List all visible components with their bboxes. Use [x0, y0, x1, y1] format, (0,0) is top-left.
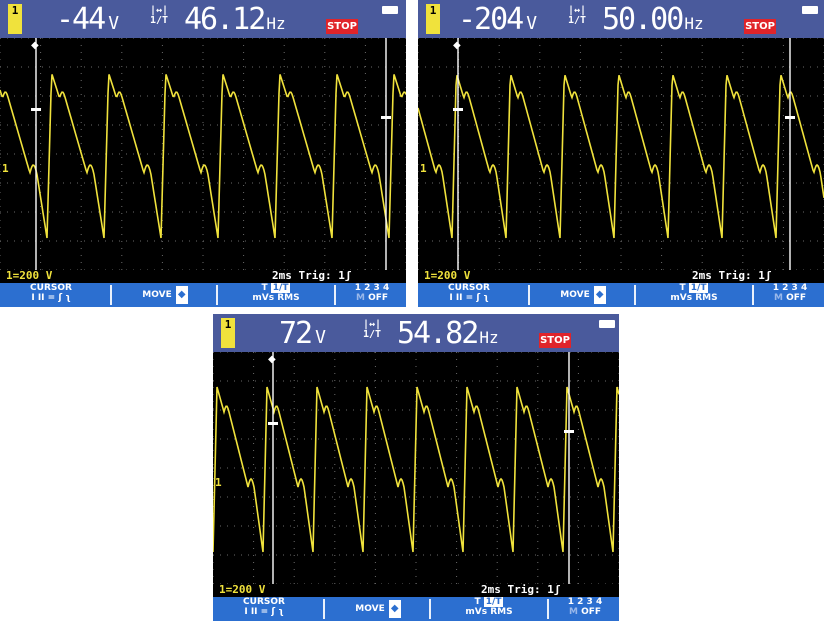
- waveform-trace: [418, 74, 824, 239]
- battery-icon: [599, 320, 615, 328]
- cursor-handle-icon[interactable]: ◆: [268, 354, 276, 365]
- cursor-marker: [268, 422, 278, 425]
- measure-menu-button[interactable]: T 1/T mVs RMS: [670, 283, 718, 303]
- cursor-handle-icon[interactable]: ◆: [453, 40, 461, 51]
- move-menu-button[interactable]: MOVE ◆: [118, 283, 212, 307]
- move-cursor-icon: ◆: [388, 599, 401, 618]
- frequency-readout: 50.00 Hz: [602, 2, 704, 37]
- move-menu-button[interactable]: MOVE ◆: [536, 283, 630, 307]
- waveform-display: ◆1: [213, 352, 619, 584]
- channel-ground-marker: 1: [420, 162, 427, 175]
- channel-ground-marker: 1: [2, 162, 9, 175]
- stop-badge: STOP: [744, 19, 776, 34]
- waveform-display: ◆1: [0, 38, 406, 270]
- menu-divider: [216, 285, 218, 305]
- menu-divider: [547, 599, 549, 619]
- period-icon: |↔| 1/T: [363, 319, 382, 340]
- period-icon: |↔| 1/T: [568, 5, 587, 26]
- cursor-marker: [785, 116, 795, 119]
- menu-divider: [634, 285, 636, 305]
- menu-divider: [429, 599, 431, 619]
- move-cursor-icon: ◆: [593, 285, 606, 304]
- status-bar: 1 -44 V |↔| 1/T 46.12 Hz STOP: [0, 0, 406, 38]
- status-bar: 1 -204 V |↔| 1/T 50.00 Hz STOP: [418, 0, 824, 38]
- battery-icon: [802, 6, 818, 14]
- function-menu-bar: CURSOR I II = ʃ ʅ MOVE ◆ T 1/T mVs RMS 1 2 …: [213, 597, 619, 621]
- move-menu-button[interactable]: MOVE ◆: [331, 597, 425, 621]
- waveform-trace: [0, 74, 406, 239]
- stop-badge: STOP: [539, 333, 571, 348]
- waveform-display: ◆1: [418, 38, 824, 270]
- cursor-marker: [381, 116, 391, 119]
- volt-scale-label: 1=200 V: [424, 269, 471, 282]
- function-menu-bar: CURSOR I II = ʃ ʅ MOVE ◆ T 1/T mVs RMS 1 2 …: [418, 283, 824, 307]
- time-trigger-label: 2ms Trig: 1ʃ: [481, 583, 561, 596]
- menu-divider: [528, 285, 530, 305]
- scope-screen-3: 1 72 V |↔| 1/T 54.82 Hz STOP ◆ 1 1=200 V 2ms…: [213, 314, 619, 621]
- cursor-menu-button[interactable]: CURSOR I II = ʃ ʅ: [30, 283, 72, 303]
- cursor-handle-icon[interactable]: ◆: [31, 40, 39, 51]
- volt-scale-label: 1=200 V: [6, 269, 53, 282]
- menu-divider: [334, 285, 336, 305]
- stop-badge: STOP: [326, 19, 358, 34]
- menu-divider: [110, 285, 112, 305]
- menu-divider: [323, 599, 325, 619]
- battery-icon: [382, 6, 398, 14]
- voltage-readout: -44 V: [56, 2, 120, 37]
- frequency-readout: 54.82 Hz: [397, 316, 499, 351]
- measure-menu-button[interactable]: T 1/T mVs RMS: [465, 597, 513, 617]
- volt-scale-label: 1=200 V: [219, 583, 266, 596]
- voltage-readout: -204 V: [458, 2, 538, 37]
- cursor-marker: [564, 430, 574, 433]
- cursor-marker: [31, 108, 41, 111]
- time-trigger-label: 2ms Trig: 1ʃ: [692, 269, 772, 282]
- move-cursor-icon: ◆: [175, 285, 188, 304]
- waveform-trace: [213, 386, 619, 553]
- channel-badge: 1: [8, 4, 22, 34]
- cursor-menu-button[interactable]: CURSOR I II = ʃ ʅ: [243, 597, 285, 617]
- menu-divider: [752, 285, 754, 305]
- channel-badge: 1: [426, 4, 440, 34]
- period-icon: |↔| 1/T: [150, 5, 169, 26]
- time-trigger-label: 2ms Trig: 1ʃ: [272, 269, 352, 282]
- scope-screen-1: 1 -44 V |↔| 1/T 46.12 Hz STOP ◆ 1 1=200 V 2m…: [0, 0, 406, 307]
- function-menu-bar: CURSOR I II = ʃ ʅ MOVE ◆ T 1/T mVs RMS 1 2 …: [0, 283, 406, 307]
- channel-ground-marker: 1: [215, 476, 222, 489]
- status-bar: 1 72 V |↔| 1/T 54.82 Hz STOP: [213, 314, 619, 352]
- cursor-marker: [453, 108, 463, 111]
- channel-badge: 1: [221, 318, 235, 348]
- cursor-menu-button[interactable]: CURSOR I II = ʃ ʅ: [448, 283, 490, 303]
- frequency-readout: 46.12 Hz: [184, 2, 286, 37]
- voltage-readout: 72 V: [279, 316, 326, 351]
- scope-screen-2: 1 -204 V |↔| 1/T 50.00 Hz STOP ◆ 1 1=200 V 2…: [418, 0, 824, 307]
- measure-menu-button[interactable]: T 1/T mVs RMS: [252, 283, 300, 303]
